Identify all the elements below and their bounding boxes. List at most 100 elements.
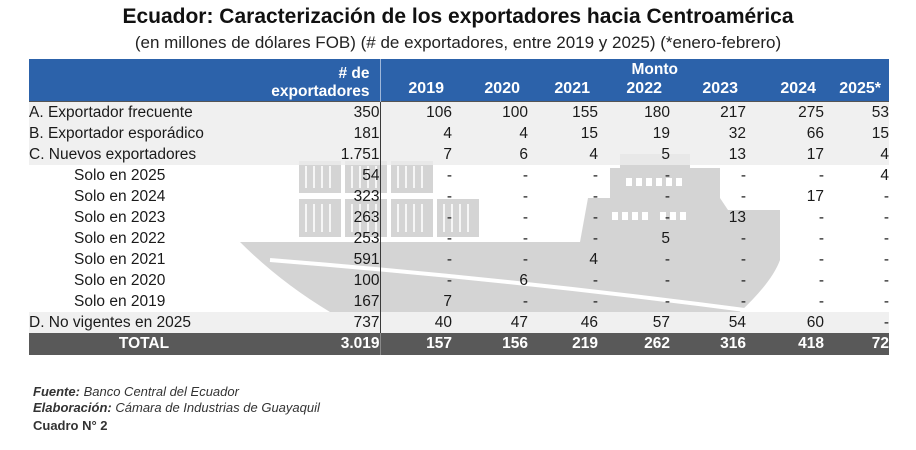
row-value: - <box>740 167 746 184</box>
row-value: - <box>522 209 528 226</box>
header-year: 2022 <box>598 79 670 102</box>
row-value: - <box>740 188 746 205</box>
row-count: 737 <box>259 312 381 333</box>
row-value: 57 <box>598 312 670 333</box>
row-value: 157 <box>380 333 452 355</box>
row-value: - <box>522 293 528 310</box>
row-value: 72 <box>824 333 890 355</box>
row-value: 106 <box>380 101 452 123</box>
row-value: 15 <box>824 123 890 144</box>
header-monto: Monto <box>380 59 890 79</box>
row-value: - <box>818 272 824 289</box>
table-row: Solo en 2019 167 7 - - - - - - <box>29 291 889 312</box>
row-value: 6 <box>452 144 528 165</box>
row-value: 262 <box>598 333 670 355</box>
row-value: - <box>522 167 528 184</box>
row-value: - <box>818 230 824 247</box>
header-year: 2020 <box>452 79 528 102</box>
row-value: - <box>883 188 890 205</box>
row-value: - <box>446 209 452 226</box>
elaboration-value: Cámara de Industrias de Guayaquil <box>115 400 320 415</box>
elaboration-note: Elaboración: Cámara de Industrias de Gua… <box>33 400 320 415</box>
header-year: 2019 <box>380 79 452 102</box>
row-label: B. Exportador esporádico <box>29 123 259 144</box>
row-value: 155 <box>528 101 598 123</box>
header-year: 2023 <box>670 79 746 102</box>
source-label: Fuente: <box>33 384 80 399</box>
table-row: Solo en 2020 100 - 6 - - - - - <box>29 270 889 291</box>
row-value: - <box>740 293 746 310</box>
table-row: Solo en 2024 323 - - - - - 17 - <box>29 186 889 207</box>
row-value: - <box>446 272 452 289</box>
row-value: - <box>883 230 890 247</box>
header-count: # de exportadores <box>259 59 381 102</box>
row-count: 253 <box>259 228 381 249</box>
table-row: A. Exportador frecuente 350 106 100 155 180 21… <box>29 101 890 123</box>
table-subtitle: (en millones de dólares FOB) (# de expor… <box>134 33 782 52</box>
row-count: 181 <box>259 123 381 144</box>
exporters-table: # de exportadores Monto 2019 2020 2021 2022 2… <box>29 59 890 355</box>
row-value: - <box>522 188 528 205</box>
row-value: 53 <box>824 101 890 123</box>
row-value: 156 <box>452 333 528 355</box>
row-label: A. Exportador frecuente <box>29 101 259 123</box>
row-value: 60 <box>746 312 824 333</box>
row-value: 4 <box>880 167 890 184</box>
row-value: 19 <box>598 123 670 144</box>
row-value: 4 <box>380 123 452 144</box>
table-row: Solo en 2022 253 - - - 5 - - - <box>29 228 889 249</box>
row-value: - <box>883 209 890 226</box>
row-value: - <box>592 272 598 289</box>
row-label: D. No vigentes en 2025 <box>29 312 259 333</box>
table-row: Solo en 2025 54 - - - - - - 4 <box>29 165 889 186</box>
row-value: - <box>592 209 598 226</box>
row-count: 263 <box>259 207 381 228</box>
table-body: A. Exportador frecuente 350 106 100 155 180 21… <box>29 101 890 355</box>
row-value: 217 <box>670 101 746 123</box>
row-value: 6 <box>519 272 528 289</box>
row-value: 275 <box>746 101 824 123</box>
row-value: 316 <box>670 333 746 355</box>
row-value: 32 <box>670 123 746 144</box>
row-value: 47 <box>452 312 528 333</box>
row-value: 40 <box>380 312 452 333</box>
row-value: - <box>664 167 670 184</box>
table-title: Ecuador: Caracterización de los exportad… <box>122 5 794 28</box>
row-value: 5 <box>661 230 670 247</box>
row-count: 350 <box>259 101 381 123</box>
row-value: - <box>664 209 670 226</box>
row-label: Solo en 2020 <box>74 272 166 289</box>
row-value: - <box>883 272 890 289</box>
row-value: - <box>818 251 824 268</box>
header-count-line-2: exportadores <box>271 83 370 100</box>
row-value: - <box>446 251 452 268</box>
row-value: 4 <box>589 251 598 268</box>
source-note: Fuente: Banco Central del Ecuador <box>33 384 239 399</box>
header-year: 2021 <box>528 79 598 102</box>
row-value: - <box>818 209 824 226</box>
row-value: - <box>883 251 890 268</box>
row-value: - <box>818 293 824 310</box>
header-years-row: 2019 2020 2021 2022 2023 2024 2025* <box>29 79 890 102</box>
row-value: - <box>740 272 746 289</box>
row-value: - <box>592 167 598 184</box>
total-row: TOTAL 3.019 157 156 219 262 316 418 72 <box>29 333 890 355</box>
table-row: Solo en 2023 263 - - - - 13 - - <box>29 207 889 228</box>
row-count: 591 <box>259 249 381 270</box>
row-value: - <box>446 167 452 184</box>
row-count: 54 <box>259 165 381 186</box>
row-value: 17 <box>746 144 824 165</box>
table-row: B. Exportador esporádico 181 4 4 15 19 32 66 15 <box>29 123 890 144</box>
row-value: 66 <box>746 123 824 144</box>
table-row: Solo en 2021 591 - - 4 - - - - <box>29 249 889 270</box>
row-value: - <box>592 188 598 205</box>
row-label: TOTAL <box>29 333 259 355</box>
row-value: - <box>883 293 890 310</box>
row-value: - <box>824 312 890 333</box>
row-label: Solo en 2021 <box>74 251 166 268</box>
row-label: Solo en 2022 <box>74 230 166 247</box>
row-count: 1.751 <box>259 144 381 165</box>
row-value: 100 <box>452 101 528 123</box>
row-label: C. Nuevos exportadores <box>29 144 259 165</box>
row-value: 13 <box>670 144 746 165</box>
